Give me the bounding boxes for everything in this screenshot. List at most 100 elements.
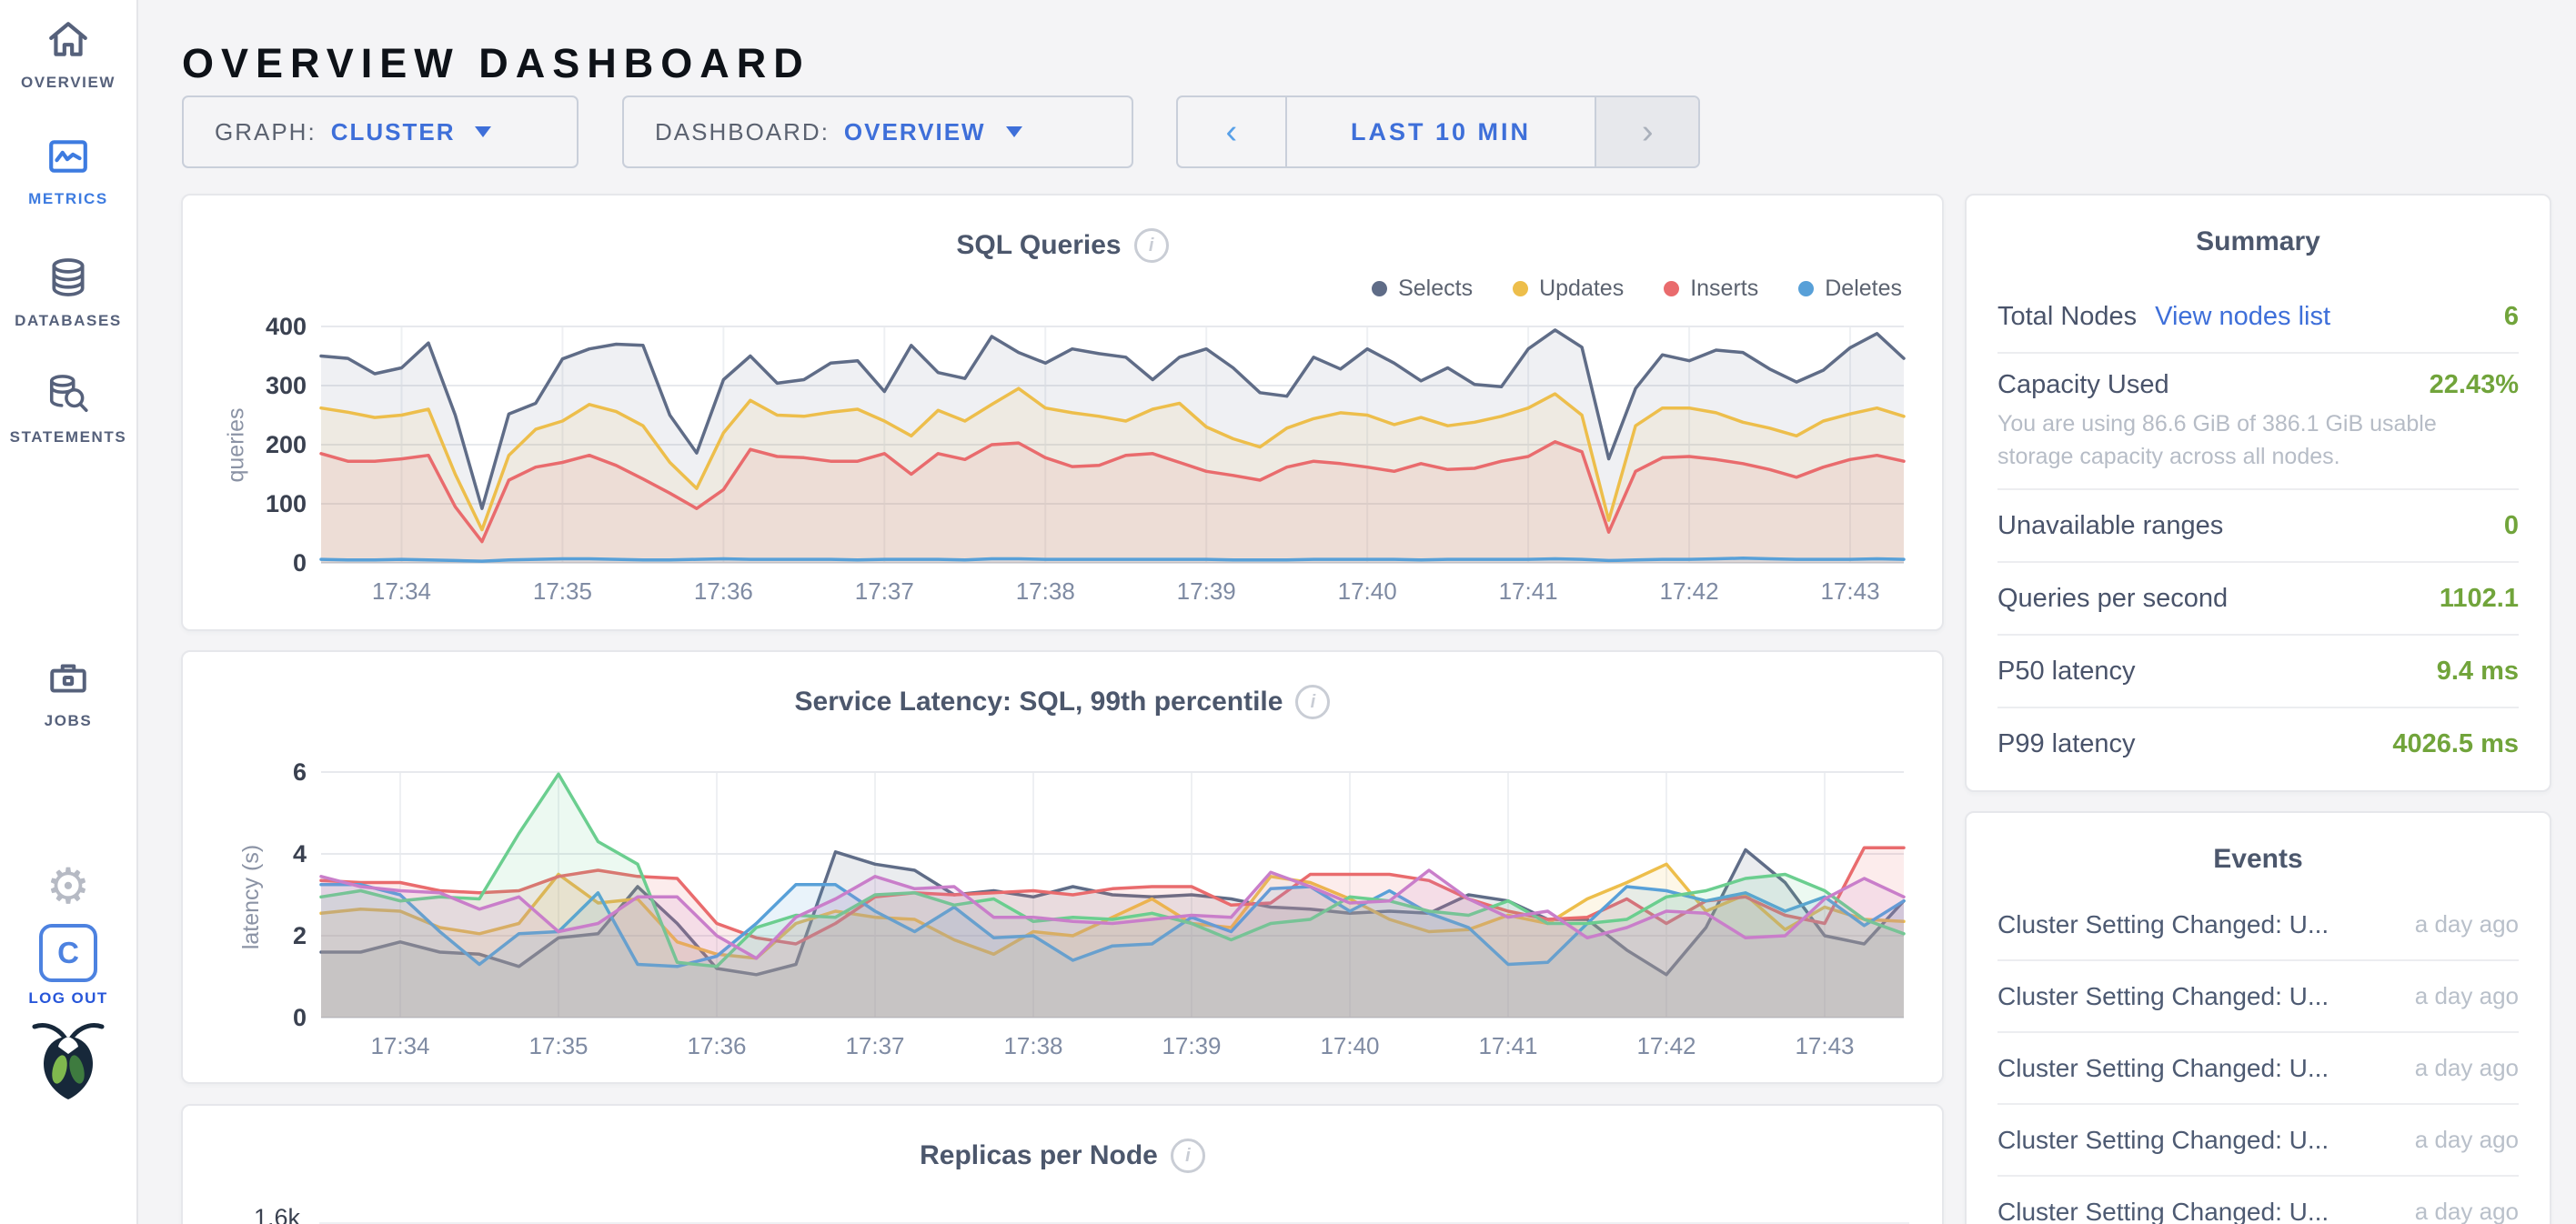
svg-text:17:35: 17:35 <box>528 1032 588 1059</box>
sidebar-item-label: DATABASES <box>15 312 122 329</box>
logout-c-icon: C <box>39 924 97 982</box>
sidebar-item-statements[interactable]: STATEMENTS <box>0 373 136 446</box>
summary-row-total-nodes: Total Nodes View nodes list 6 <box>1997 281 2519 354</box>
summary-row-unavailable-ranges: Unavailable ranges 0 <box>1997 490 2519 563</box>
svg-text:0: 0 <box>293 1004 307 1031</box>
cockroachdb-logo[interactable] <box>0 1017 136 1105</box>
events-title: Events <box>2213 844 2303 874</box>
legend-dot <box>1664 281 1680 296</box>
sidebar-item-label: OVERVIEW <box>20 74 116 91</box>
gear-icon: ⚙ <box>45 858 91 915</box>
legend-item-deletes[interactable]: Deletes <box>1798 276 1902 302</box>
statements-search-db-icon <box>46 373 90 421</box>
sql-queries-chart-panel: SQL Queries i Selects Updates Inserts De… <box>181 194 1944 631</box>
chart-title: Replicas per Node <box>920 1140 1158 1170</box>
summary-row-qps: Queries per second 1102.1 <box>1997 563 2519 636</box>
svg-text:17:43: 17:43 <box>1820 577 1879 605</box>
legend-item-updates[interactable]: Updates <box>1513 276 1624 302</box>
dashboard-dropdown[interactable]: DASHBOARD: OVERVIEW <box>622 95 1133 168</box>
events-panel: Events Cluster Setting Changed: U... a d… <box>1965 811 2551 1224</box>
unavailable-ranges-value: 0 <box>2503 510 2519 540</box>
summary-panel: Summary Total Nodes View nodes list 6 Ca… <box>1965 194 2551 792</box>
svg-text:17:39: 17:39 <box>1162 1032 1221 1059</box>
svg-text:17:42: 17:42 <box>1660 577 1719 605</box>
dashboard-dropdown-value: OVERVIEW <box>843 117 986 145</box>
database-icon <box>46 256 90 305</box>
graph-dropdown-label: GRAPH: <box>215 117 317 145</box>
svg-text:0: 0 <box>293 549 307 577</box>
time-range-next-button[interactable]: › <box>1596 97 1699 166</box>
chevron-down-icon <box>1005 126 1022 137</box>
sidebar-item-label: STATEMENTS <box>9 428 127 446</box>
graph-dropdown-value: CLUSTER <box>330 117 456 145</box>
event-row[interactable]: Cluster Setting Changed: U... a day ago <box>1997 961 2519 1033</box>
svg-text:17:36: 17:36 <box>694 577 753 605</box>
svg-text:2: 2 <box>293 922 307 949</box>
summary-row-p99: P99 latency 4026.5 ms <box>1997 728 2519 758</box>
legend-dot <box>1798 281 1815 296</box>
sidebar: OVERVIEW METRICS DATABASES STATEMENTS JO… <box>0 0 138 1224</box>
chevron-down-icon <box>475 126 492 137</box>
svg-text:17:40: 17:40 <box>1338 577 1397 605</box>
briefcase-icon <box>46 657 90 705</box>
svg-text:200: 200 <box>266 431 307 458</box>
event-row[interactable]: Cluster Setting Changed: U... a day ago <box>1997 1197 2519 1224</box>
svg-text:17:37: 17:37 <box>845 1032 904 1059</box>
summary-title: Summary <box>2196 226 2320 256</box>
chart-title: SQL Queries <box>956 230 1122 260</box>
svg-text:17:36: 17:36 <box>687 1032 746 1059</box>
time-range-value[interactable]: LAST 10 MIN <box>1284 97 1597 166</box>
page-title: OVERVIEW DASHBOARD <box>182 40 810 87</box>
gridline <box>319 1222 1909 1224</box>
dashboard-dropdown-label: DASHBOARD: <box>655 117 830 145</box>
svg-text:17:34: 17:34 <box>372 577 431 605</box>
legend-dot <box>1513 281 1529 296</box>
view-nodes-list-link[interactable]: View nodes list <box>2155 301 2331 331</box>
svg-text:17:39: 17:39 <box>1177 577 1236 605</box>
logout-label: LOG OUT <box>28 989 108 1007</box>
svg-text:17:37: 17:37 <box>855 577 914 605</box>
summary-row-p50: P50 latency 9.4 ms <box>1997 636 2519 708</box>
service-latency-plot[interactable]: 17:34 17:35 17:36 17:37 17:38 17:39 17:40 17:41… <box>263 759 1917 1068</box>
sidebar-item-label: JOBS <box>44 712 93 729</box>
p50-latency-value: 9.4 ms <box>2436 656 2519 686</box>
svg-text:4: 4 <box>293 840 307 868</box>
svg-text:400: 400 <box>266 314 307 340</box>
summary-row-capacity: Capacity Used 22.43% You are using 86.6 … <box>1997 354 2519 490</box>
cockroach-bug-icon <box>32 1023 105 1099</box>
chart-legend: Selects Updates Inserts Deletes <box>1372 276 1902 302</box>
svg-text:6: 6 <box>293 759 307 786</box>
y-axis-label: queries <box>223 407 249 483</box>
service-latency-chart-panel: Service Latency: SQL, 99th percentile i … <box>181 650 1944 1084</box>
event-row[interactable]: Cluster Setting Changed: U... a day ago <box>1997 1105 2519 1177</box>
legend-dot <box>1372 281 1388 296</box>
svg-text:17:43: 17:43 <box>1795 1032 1854 1059</box>
svg-text:17:41: 17:41 <box>1499 577 1558 605</box>
sidebar-item-databases[interactable]: DATABASES <box>0 256 136 330</box>
sidebar-item-jobs[interactable]: JOBS <box>0 657 136 730</box>
info-icon[interactable]: i <box>1170 1139 1205 1173</box>
settings-gear-button[interactable]: ⚙ <box>0 862 136 911</box>
time-range-prev-button[interactable]: ‹ <box>1225 112 1238 151</box>
sidebar-item-overview[interactable]: OVERVIEW <box>0 18 136 92</box>
info-icon[interactable]: i <box>1295 685 1331 719</box>
legend-item-inserts[interactable]: Inserts <box>1664 276 1758 302</box>
event-row[interactable]: Cluster Setting Changed: U... a day ago <box>1997 889 2519 961</box>
info-icon[interactable]: i <box>1133 228 1169 263</box>
sidebar-item-label: METRICS <box>28 190 108 207</box>
p99-latency-value: 4026.5 ms <box>2392 728 2519 758</box>
time-range-selector: ‹ LAST 10 MIN › <box>1176 95 1700 168</box>
chart-title: Service Latency: SQL, 99th percentile <box>794 687 1283 717</box>
capacity-used-value: 22.43% <box>2429 370 2519 399</box>
legend-item-selects[interactable]: Selects <box>1372 276 1473 302</box>
replicas-per-node-chart-panel: Replicas per Node i 1.6k <box>181 1104 1944 1224</box>
svg-text:17:34: 17:34 <box>370 1032 429 1059</box>
svg-text:17:40: 17:40 <box>1320 1032 1379 1059</box>
sidebar-item-metrics[interactable]: METRICS <box>0 135 136 208</box>
logout-button[interactable]: C LOG OUT <box>0 924 136 1008</box>
qps-value: 1102.1 <box>2439 583 2519 613</box>
event-row[interactable]: Cluster Setting Changed: U... a day ago <box>1997 1033 2519 1105</box>
graph-dropdown[interactable]: GRAPH: CLUSTER <box>182 95 579 168</box>
sql-queries-plot[interactable]: 17:34 17:35 17:36 17:37 17:38 17:39 17:40 17:41… <box>263 314 1917 614</box>
capacity-note: You are using 86.6 GiB of 386.1 GiB usab… <box>1997 411 2437 470</box>
